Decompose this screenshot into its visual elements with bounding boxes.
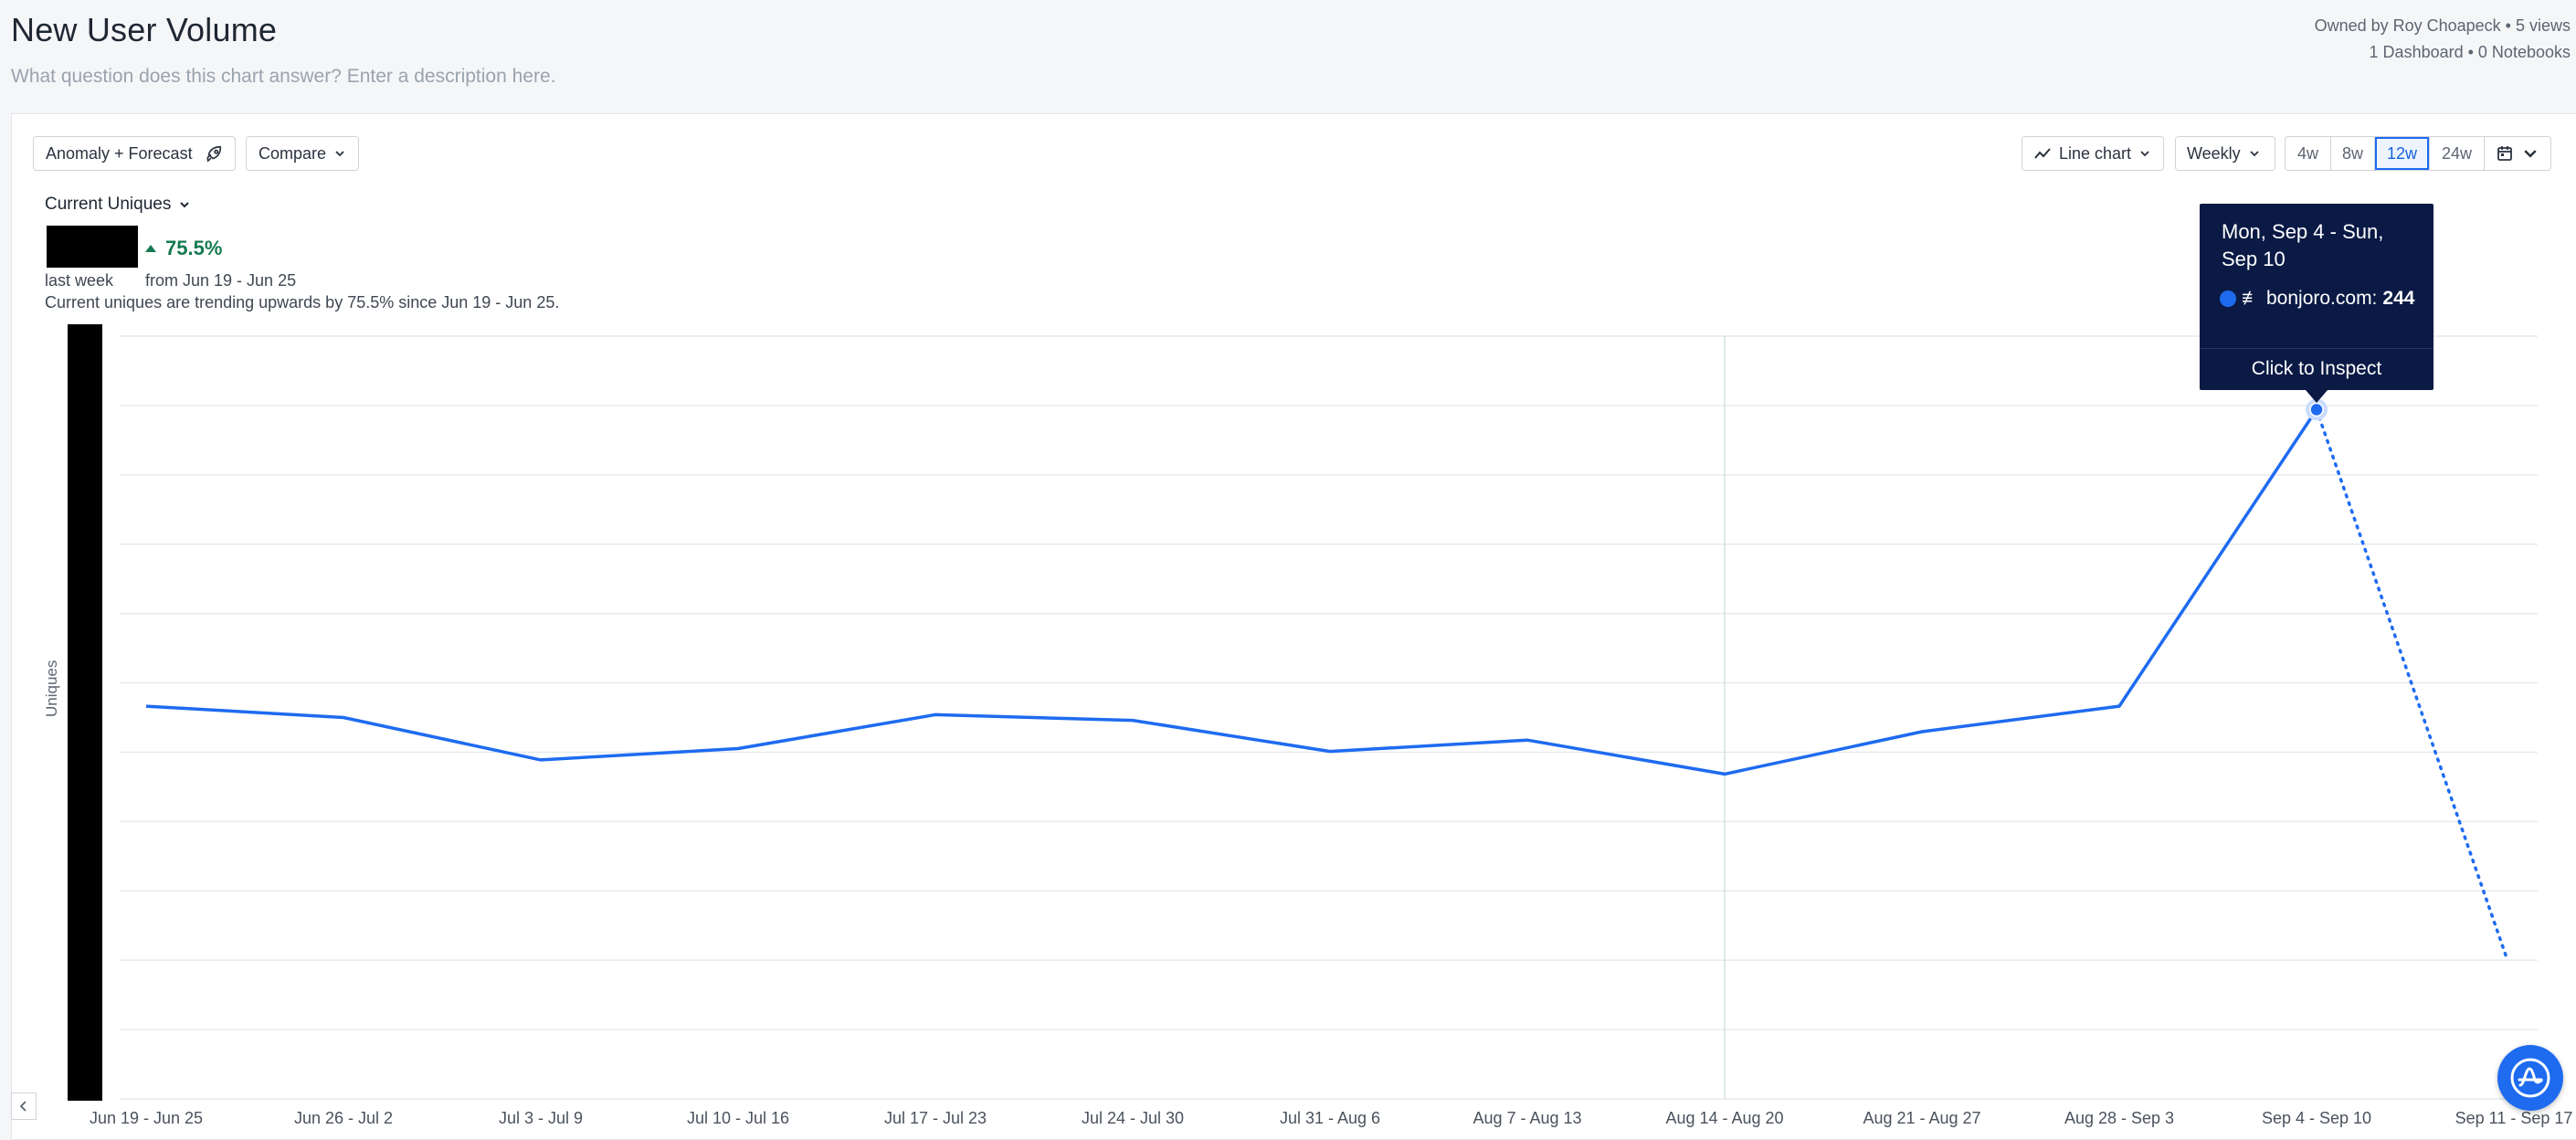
metric-dropdown[interactable]: Current Uniques <box>45 195 191 215</box>
highlight-point <box>2309 402 2324 417</box>
metric-label: Current Uniques <box>45 195 172 214</box>
delta-badge: 75.5% <box>145 237 222 260</box>
series-line-bonjoro <box>145 408 2318 776</box>
custom-date-button[interactable] <box>2485 137 2550 170</box>
compare-label: Compare <box>259 143 327 163</box>
x-tick-label: Sep 4 - Sep 10 <box>2262 1109 2371 1127</box>
x-tick-label: Sep 11 - Sep 17 <box>2455 1109 2573 1127</box>
x-tick-label: Jul 10 - Jul 16 <box>687 1109 789 1127</box>
incomplete-period-line <box>2315 407 2508 960</box>
x-tick-label: Jul 24 - Jul 30 <box>1082 1109 1184 1127</box>
anomaly-forecast-label: Anomaly + Forecast <box>46 143 193 163</box>
chevron-down-icon <box>180 202 190 208</box>
x-tick-label: Aug 14 - Aug 20 <box>1665 1109 1783 1127</box>
chart-meta: Owned by Roy Choapeck • 5 views 1 Dashbo… <box>2315 13 2571 66</box>
anomaly-forecast-button[interactable]: Anomaly + Forecast <box>33 136 236 171</box>
redacted-value <box>47 226 138 268</box>
assistant-button[interactable] <box>2497 1045 2563 1111</box>
chart-type-dropdown[interactable]: Line chart <box>2022 136 2164 171</box>
line-chart[interactable]: Jun 19 - Jun 25 Jun 26 - Jul 2 Jul 3 - Jul… <box>12 114 2576 1140</box>
chevron-left-icon <box>19 1101 26 1112</box>
amplitude-logo-icon <box>2510 1058 2550 1098</box>
rocket-icon <box>206 145 222 163</box>
scroll-left-button[interactable] <box>11 1092 37 1120</box>
range-24w-button[interactable]: 24w <box>2430 137 2485 170</box>
tooltip-value: 244 <box>2382 288 2415 309</box>
interval-dropdown[interactable]: Weekly <box>2175 136 2275 171</box>
range-12w-button[interactable]: 12w <box>2375 137 2430 170</box>
x-tick-label: Aug 7 - Aug 13 <box>1473 1109 1581 1127</box>
chart-description-input[interactable]: What question does this chart answer? En… <box>11 66 556 87</box>
series-color-dot <box>2220 290 2236 307</box>
chevron-down-icon <box>2140 151 2149 157</box>
chart-tooltip[interactable]: Mon, Sep 4 - Sun, Sep 10 ≢ bonjoro.com: … <box>2200 204 2433 403</box>
tooltip-series-name: bonjoro.com: <box>2266 288 2378 309</box>
x-tick-label: Jun 19 - Jun 25 <box>90 1109 203 1127</box>
tooltip-series-row: ≢ bonjoro.com: 244 <box>2220 288 2414 310</box>
calendar-icon <box>2497 146 2512 161</box>
x-tick-label: Jul 3 - Jul 9 <box>499 1109 583 1127</box>
delta-value: 75.5% <box>165 237 223 259</box>
trend-up-icon <box>145 245 156 252</box>
x-tick-label: Jul 31 - Aug 6 <box>1280 1109 1380 1127</box>
tooltip-arrow <box>2306 390 2328 403</box>
x-tick-label: Jul 17 - Jul 23 <box>884 1109 987 1127</box>
range-4w-button[interactable]: 4w <box>2286 137 2331 170</box>
range-8w-button[interactable]: 8w <box>2331 137 2375 170</box>
click-to-inspect-button[interactable]: Click to Inspect <box>2200 348 2433 380</box>
chart-type-label: Line chart <box>2059 143 2132 163</box>
date-range-selector: 4w 8w 12w 24w <box>2285 136 2551 171</box>
x-tick-label: Aug 28 - Sep 3 <box>2064 1109 2174 1127</box>
usage-line: 1 Dashboard • 0 Notebooks <box>2369 43 2571 61</box>
owner-line: Owned by Roy Choapeck • 5 views <box>2314 16 2571 35</box>
compare-button[interactable]: Compare <box>246 136 359 171</box>
tooltip-date: Mon, Sep 4 - Sun, Sep 10 <box>2222 220 2384 270</box>
chevron-down-icon <box>335 151 344 157</box>
chevron-down-icon <box>2250 151 2259 157</box>
x-tick-label: Aug 21 - Aug 27 <box>1863 1109 1980 1127</box>
chart-card: Anomaly + Forecast Compare Line chart We… <box>11 113 2576 1140</box>
chevron-down-icon <box>2524 150 2537 158</box>
period-label: last week <box>45 271 114 290</box>
insight-text: Current uniques are trending upwards by … <box>45 293 560 311</box>
not-equal-icon: ≢ <box>2242 288 2261 309</box>
page-title[interactable]: New User Volume <box>11 11 278 48</box>
interval-label: Weekly <box>2187 143 2241 163</box>
x-tick-label: Jun 26 - Jul 2 <box>294 1109 393 1127</box>
line-chart-icon <box>2034 148 2051 159</box>
comparison-label: from Jun 19 - Jun 25 <box>145 271 297 290</box>
redacted-y-axis <box>68 324 102 1101</box>
